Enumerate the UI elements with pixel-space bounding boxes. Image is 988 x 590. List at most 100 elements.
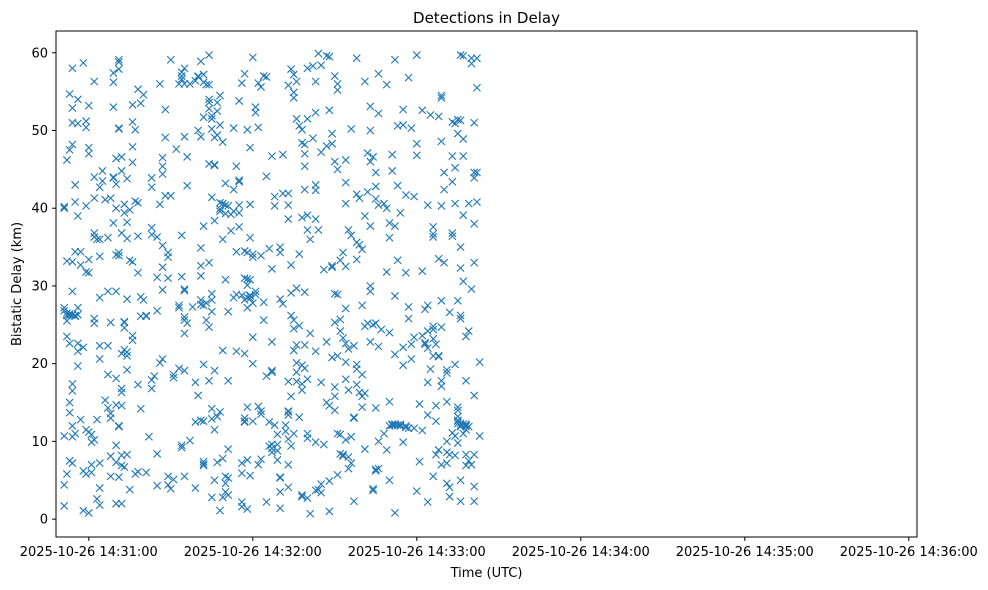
detection-point: [158, 263, 167, 272]
detection-point: [317, 378, 326, 387]
detection-point: [278, 299, 287, 308]
detection-point: [90, 314, 99, 323]
detection-point: [112, 287, 121, 296]
detection-point: [412, 151, 421, 160]
detection-point: [330, 289, 339, 298]
detection-point: [134, 467, 142, 476]
detection-point: [451, 119, 460, 128]
detection-point: [311, 186, 320, 195]
detection-point: [298, 492, 306, 501]
detection-point: [459, 152, 468, 161]
detection-point: [191, 378, 200, 387]
detection-point: [235, 222, 244, 231]
detection-point: [134, 380, 142, 389]
detection-point: [284, 81, 293, 90]
detection-point: [311, 77, 320, 86]
detection-point: [462, 332, 470, 341]
y-tick-label: 0: [40, 513, 48, 528]
detection-point: [175, 303, 183, 312]
detection-point: [470, 497, 479, 506]
detection-point: [423, 410, 432, 419]
detection-point: [254, 79, 263, 88]
detection-point: [437, 382, 446, 391]
detection-point: [131, 125, 140, 134]
x-tick-label: 2025-10-26 14:36:00: [840, 545, 978, 560]
detection-point: [303, 434, 312, 443]
detection-point: [177, 443, 186, 452]
detection-point: [123, 234, 132, 243]
detection-point: [333, 86, 342, 95]
detection-point: [467, 285, 476, 294]
detection-point: [459, 429, 468, 438]
detection-point: [196, 261, 205, 270]
detection-point: [341, 156, 350, 165]
detection-point: [437, 460, 446, 469]
detection-point: [273, 456, 282, 465]
detection-point: [243, 505, 252, 514]
detection-point: [93, 235, 101, 244]
detection-point: [161, 105, 170, 114]
detection-point: [426, 365, 435, 374]
detection-point: [349, 497, 358, 506]
detection-point: [161, 133, 170, 142]
detection-point: [453, 115, 462, 124]
detection-point: [464, 199, 473, 208]
detection-point: [71, 429, 80, 438]
detection-point: [374, 201, 383, 210]
detection-point: [358, 370, 367, 379]
detection-point: [328, 353, 337, 362]
detection-point: [235, 208, 244, 217]
detection-point: [284, 189, 293, 198]
detection-point: [82, 470, 91, 479]
detection-point: [114, 65, 123, 74]
detection-point: [298, 491, 306, 500]
detection-point: [257, 410, 265, 419]
detection-point: [358, 301, 367, 310]
detection-point: [298, 379, 306, 388]
x-axis-label: Time (UTC): [450, 566, 523, 581]
detection-point: [240, 274, 249, 283]
detection-point: [73, 347, 82, 356]
detection-point: [109, 103, 118, 112]
detection-point: [199, 360, 208, 369]
detection-point: [196, 416, 205, 425]
detection-point: [210, 366, 219, 375]
detection-point: [267, 264, 276, 273]
detection-point: [333, 165, 342, 174]
detection-point: [177, 272, 186, 281]
detection-point: [437, 201, 446, 210]
detection-point: [158, 241, 167, 250]
detection-point: [95, 484, 104, 493]
detection-point: [147, 384, 156, 393]
detection-point: [76, 247, 85, 256]
detection-point: [112, 374, 121, 383]
detection-point: [382, 445, 391, 454]
detection-point: [347, 124, 356, 133]
x-tick-label: 2025-10-26 14:35:00: [676, 545, 814, 560]
detection-point: [147, 183, 156, 192]
detection-point: [303, 64, 312, 73]
detection-point: [442, 459, 451, 468]
detection-point: [459, 277, 468, 286]
detection-point: [371, 182, 380, 191]
detection-point: [183, 152, 192, 161]
detection-point: [429, 222, 438, 231]
detection-point: [254, 402, 263, 411]
detection-point: [434, 352, 443, 361]
detection-point: [292, 341, 301, 350]
detection-point: [257, 407, 265, 416]
detection-point: [60, 501, 69, 510]
detection-point: [456, 116, 465, 125]
detection-point: [371, 465, 380, 474]
detection-point: [437, 137, 446, 146]
detection-point: [287, 311, 296, 320]
detection-point: [73, 303, 82, 312]
detection-point: [205, 95, 214, 104]
detection-point: [257, 82, 265, 91]
detection-point: [183, 319, 192, 328]
detection-point: [112, 154, 121, 163]
detection-point: [429, 472, 438, 481]
detection-point: [407, 124, 416, 133]
detection-point: [281, 427, 290, 436]
